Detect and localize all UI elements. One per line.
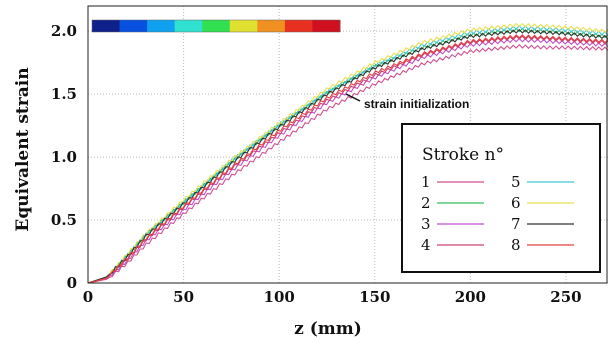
series-line-1 (87, 44, 608, 284)
series-line-8 (87, 34, 608, 284)
legend-box (401, 123, 601, 273)
legend-label-7: 7 (511, 215, 521, 233)
legend-label-2: 2 (421, 194, 431, 212)
legend-label-5: 5 (511, 173, 521, 191)
y-tick-label: 0.5 (51, 211, 77, 229)
x-tick-label: 200 (455, 288, 486, 306)
y-tick-labels: 0 0.5 1.0 1.5 2.0 (51, 22, 77, 292)
colorbar-segment (312, 20, 341, 32)
annotation-text: strain initialization (364, 97, 469, 111)
y-axis-label: Equivalent strain (13, 67, 33, 231)
x-axis-label: z (mm) (294, 319, 362, 339)
legend-label-3: 3 (421, 215, 431, 233)
x-tick-label: 0 (83, 288, 93, 306)
colorbar-segment (147, 20, 176, 32)
x-tick-label: 150 (359, 288, 390, 306)
colorbar-segment (174, 20, 203, 32)
annotation-arrow (345, 93, 361, 102)
legend-label-1: 1 (421, 173, 431, 191)
series-lines (87, 22, 608, 284)
colorbar-segment (92, 20, 121, 32)
legend-title: Stroke n° (422, 145, 504, 165)
legend-label-8: 8 (511, 236, 521, 254)
colorbar-segment (257, 20, 286, 32)
series-line-6 (87, 22, 608, 284)
legend-label-6: 6 (511, 194, 521, 212)
x-tick-label: 100 (264, 288, 295, 306)
y-tick-label: 2.0 (51, 22, 77, 40)
colorbar-segment (229, 20, 258, 32)
colorbar-frame (91, 19, 341, 33)
legend-label-4: 4 (421, 236, 431, 254)
y-tick-label: 1.5 (51, 85, 77, 103)
x-tick-label: 50 (173, 288, 194, 306)
colorbar (91, 19, 341, 33)
series-line-7 (87, 28, 608, 284)
colorbar-segment (119, 20, 148, 32)
x-tick-labels: 0 50 100 150 200 250 (83, 288, 582, 306)
plot-frame (87, 5, 608, 284)
strain-initialization-annotation: strain initialization (345, 93, 469, 111)
series-line-4 (87, 35, 608, 284)
legend: Stroke n° 1 2 3 4 5 6 7 8 (401, 123, 601, 273)
y-tick-label: 1.0 (51, 148, 77, 166)
x-tick-label: 250 (550, 288, 581, 306)
colorbar-segment (202, 20, 231, 32)
legend-items: 1 2 3 4 5 6 7 8 (421, 173, 574, 254)
colorbar-segment (284, 20, 313, 32)
y-tick-label: 0 (67, 274, 77, 292)
